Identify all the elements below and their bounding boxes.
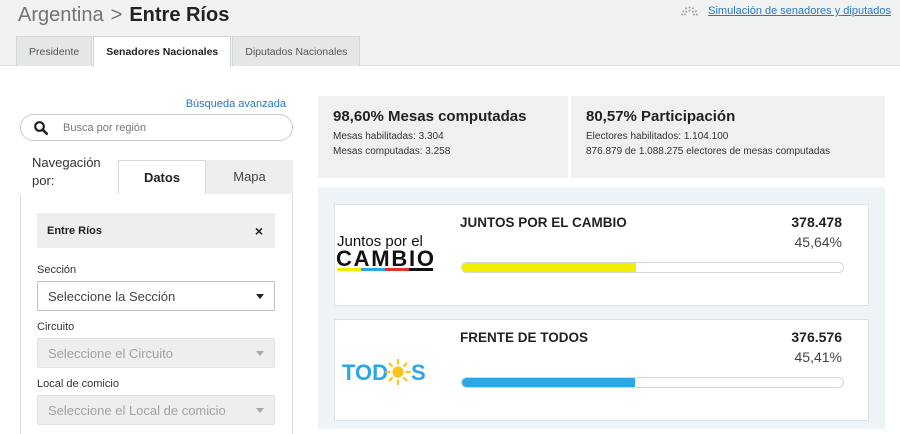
party-name: JUNTOS POR EL CAMBIO: [460, 215, 627, 230]
search-input[interactable]: Busca por región: [20, 114, 293, 141]
filter-box: Entre Ríos × Sección Seleccione la Secci…: [20, 194, 293, 434]
party-votes: 378.478: [791, 214, 842, 230]
tab-diputados-nacionales[interactable]: Diputados Nacionales: [232, 36, 361, 66]
mesas-computadas: Mesas computadas: 3.258: [333, 146, 451, 157]
simulation-link[interactable]: Simulación de senadores y diputados: [680, 5, 891, 17]
logo-text-a: TOD: [342, 360, 388, 385]
tab-presidente[interactable]: Presidente: [16, 36, 93, 66]
frente-de-todos-logo: TOD S: [342, 358, 426, 386]
close-icon[interactable]: ×: [254, 222, 263, 239]
mesas-computadas-title: 98,60% Mesas computadas: [333, 108, 527, 125]
mesas-habilitadas: Mesas habilitadas: 3.304: [333, 131, 444, 142]
election-tabs: Presidente Senadores Nacionales Diputado…: [16, 36, 361, 67]
tab-datos[interactable]: Datos: [118, 160, 206, 194]
vote-progress-fill: [462, 378, 635, 387]
party-votes: 376.576: [791, 329, 842, 345]
vote-progress-bar: [461, 377, 844, 388]
local-comicio-select: Seleccione el Local de comicio: [37, 395, 275, 425]
circuito-select-value: Seleccione el Circuito: [48, 345, 174, 361]
party-percent: 45,41%: [794, 349, 842, 365]
search-placeholder: Busca por región: [63, 121, 147, 134]
breadcrumb-separator: >: [110, 4, 123, 26]
party-name: FRENTE DE TODOS: [460, 330, 589, 345]
logo-text-b: S: [411, 360, 426, 385]
circuito-label: Circuito: [37, 321, 75, 333]
participacion-title: 80,57% Participación: [586, 108, 736, 125]
tab-senadores-nacionales[interactable]: Senadores Nacionales: [93, 36, 232, 67]
party-result-card: Juntos por el CAMBIO JUNTOS POR EL CAMBI…: [334, 204, 869, 306]
breadcrumb-province: Entre Ríos: [129, 4, 230, 26]
navigation-label: Navegación por:: [32, 155, 101, 188]
seccion-select-value: Seleccione la Sección: [48, 288, 176, 304]
chevron-down-icon: [256, 407, 264, 413]
mesas-stat-box: 98,60% Mesas computadas Mesas habilitada…: [318, 96, 568, 178]
selected-region-chip: Entre Ríos ×: [37, 213, 275, 248]
chevron-down-icon: [256, 350, 264, 356]
breadcrumb: Argentina > Entre Ríos: [18, 4, 229, 27]
selected-region-label: Entre Ríos: [47, 224, 103, 237]
electores-detalle: 876.879 de 1.088.275 electores de mesas …: [586, 146, 831, 157]
local-comicio-select-value: Seleccione el Local de comicio: [48, 402, 226, 418]
advanced-search-link[interactable]: Búsqueda avanzada: [185, 98, 286, 110]
circuito-select: Seleccione el Circuito: [37, 338, 275, 368]
sun-icon: [384, 358, 412, 386]
seccion-select[interactable]: Seleccione la Sección: [37, 281, 275, 311]
results-panel: Juntos por el CAMBIO JUNTOS POR EL CAMBI…: [318, 187, 885, 429]
juntos-por-el-cambio-logo: Juntos por el CAMBIO: [336, 233, 434, 271]
electores-habilitados: Electores habilitados: 1.104.100: [586, 131, 729, 142]
party-result-card: TOD S FRENTE DE TODOS 376.576 45,41%: [334, 319, 869, 421]
vote-progress-bar: [461, 262, 844, 273]
seccion-label: Sección: [37, 264, 77, 276]
logo-line-1: Juntos por el: [337, 233, 423, 250]
search-icon: [34, 120, 49, 135]
tab-mapa[interactable]: Mapa: [206, 160, 293, 194]
party-percent: 45,64%: [794, 234, 842, 250]
local-comicio-label: Local de comicio: [37, 378, 119, 390]
top-bar: Argentina > Entre Ríos Simulación de senad…: [0, 0, 900, 67]
vote-progress-fill: [462, 263, 636, 272]
breadcrumb-country[interactable]: Argentina: [18, 4, 104, 26]
simulation-link-label[interactable]: Simulación de senadores y diputados: [708, 5, 891, 17]
logo-line-2: CAMBIO: [336, 246, 434, 271]
participacion-stat-box: 80,57% Participación Electores habilitad…: [571, 96, 885, 178]
chamber-seats-icon: [681, 6, 699, 16]
chevron-down-icon: [256, 293, 264, 299]
